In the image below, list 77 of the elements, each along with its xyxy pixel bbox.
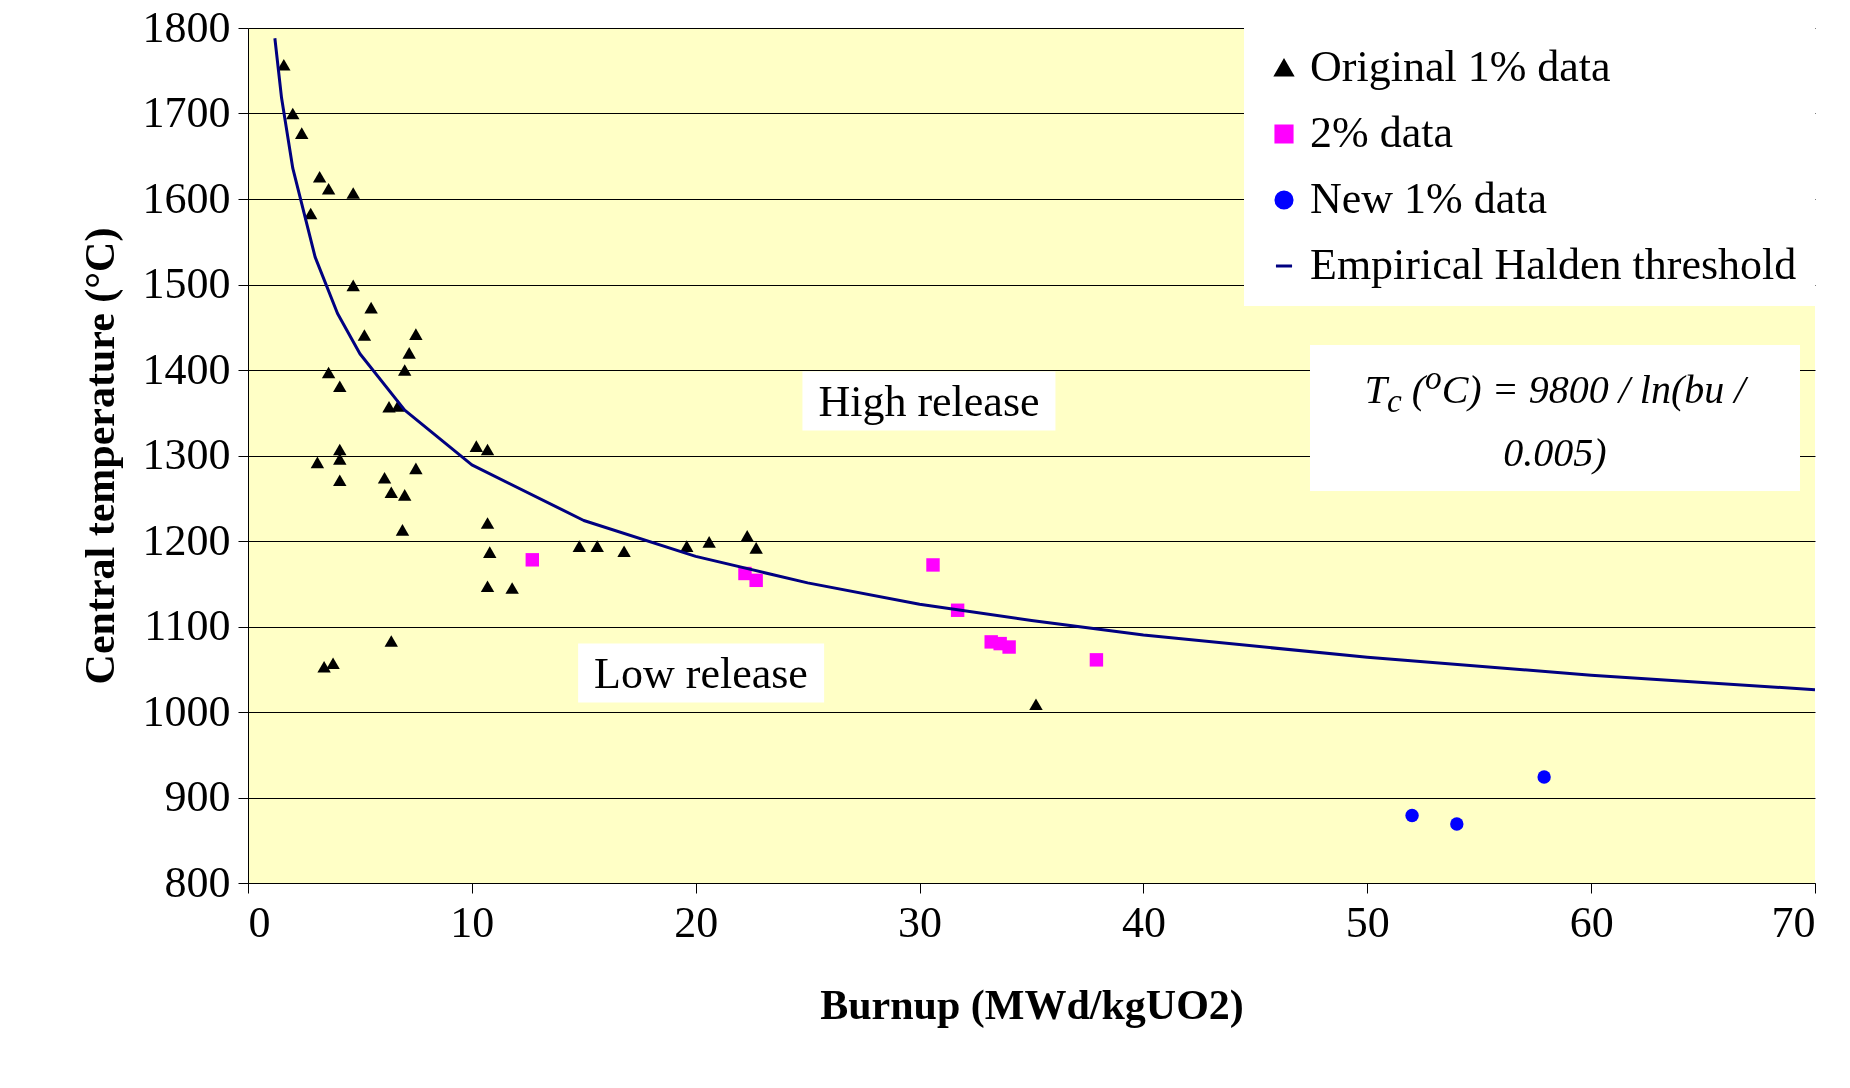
x-axis-title: Burnup (MWd/kgUO2) xyxy=(820,981,1244,1029)
y-tick-label: 1300 xyxy=(142,430,231,479)
point xyxy=(395,524,410,536)
point xyxy=(384,635,398,647)
point xyxy=(310,456,325,469)
legend-label: Empirical Halden threshold xyxy=(1310,240,1797,289)
point xyxy=(572,540,587,552)
point xyxy=(702,536,716,548)
point xyxy=(680,540,694,552)
point xyxy=(409,462,423,475)
y-tick-label: 800 xyxy=(164,857,231,907)
x-tick-label: 0 xyxy=(248,897,271,947)
point xyxy=(469,440,484,452)
point xyxy=(346,187,360,199)
legend-label: 2% data xyxy=(1310,108,1453,157)
x-tick-label: 20 xyxy=(674,897,719,947)
point xyxy=(480,580,495,593)
point xyxy=(749,573,763,588)
point xyxy=(1450,817,1464,831)
point xyxy=(1537,770,1551,784)
point xyxy=(1405,808,1419,823)
point xyxy=(480,517,495,529)
x-tick-label: 60 xyxy=(1569,897,1614,947)
point xyxy=(1002,640,1016,654)
annotation: T$_{c}$ ($^{o}$C) = 9800 / ln(bu / 0.005) xyxy=(1310,345,1800,491)
x-tick-label: 30 xyxy=(898,897,943,947)
point xyxy=(321,366,336,379)
y-tick-label: 1800 xyxy=(142,2,231,52)
point xyxy=(397,489,412,501)
point xyxy=(326,657,340,670)
point xyxy=(409,328,423,340)
point xyxy=(525,553,540,567)
point xyxy=(590,540,604,552)
point xyxy=(333,443,347,456)
y-tick-label: 1000 xyxy=(142,686,231,736)
y-tick-label: 1600 xyxy=(142,173,231,223)
point xyxy=(333,453,347,465)
point xyxy=(480,443,495,456)
y-tick-label: 1700 xyxy=(142,88,231,137)
point xyxy=(357,329,372,341)
y-tick-label: 1200 xyxy=(142,515,231,565)
y-tick-label: 1400 xyxy=(142,344,231,394)
annotation: Low release xyxy=(578,643,824,703)
point xyxy=(402,347,416,359)
legend-label: New 1% data xyxy=(1310,174,1548,223)
legend-label: Original 1% data xyxy=(1310,42,1611,91)
point xyxy=(397,364,412,376)
point xyxy=(483,546,497,558)
point xyxy=(505,582,519,594)
point xyxy=(617,545,631,558)
point xyxy=(384,486,398,499)
point xyxy=(333,474,347,487)
point xyxy=(377,471,392,484)
point xyxy=(926,558,940,572)
point xyxy=(286,107,300,120)
point xyxy=(321,182,336,195)
x-tick-label: 70 xyxy=(1771,897,1816,947)
point xyxy=(295,127,309,139)
annotation: High release xyxy=(802,371,1056,431)
point xyxy=(1029,698,1043,711)
point xyxy=(364,301,378,314)
point xyxy=(740,530,754,542)
point xyxy=(749,542,763,554)
y-tick-label: 1100 xyxy=(144,601,231,650)
point xyxy=(333,380,347,393)
x-tick-label: 40 xyxy=(1121,897,1166,947)
line-series xyxy=(273,36,1815,692)
point xyxy=(312,170,327,183)
point xyxy=(277,58,291,71)
x-tick-label: 50 xyxy=(1345,897,1390,947)
y-tick-label: 900 xyxy=(164,772,231,821)
point xyxy=(346,279,360,292)
y-axis-title: Central temperature (°C) xyxy=(76,227,124,685)
point xyxy=(1089,653,1104,667)
x-tick-label: 10 xyxy=(450,897,495,947)
y-tick-label: 1500 xyxy=(142,259,231,308)
point xyxy=(382,400,396,413)
